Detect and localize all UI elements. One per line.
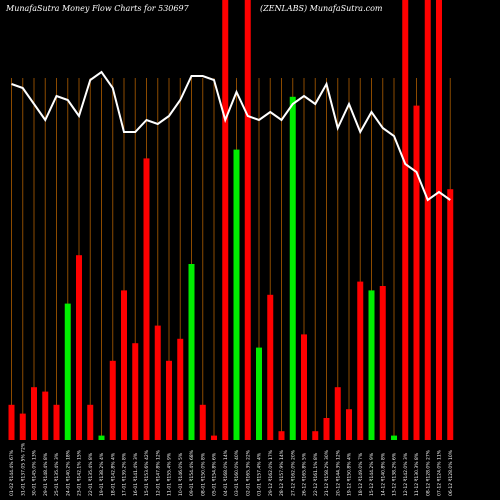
bar-19 [211,435,217,440]
x-tick-label: 28-12 ₹157.9% 14% [279,449,285,496]
x-tick-label: 31-01 ₹137.05 5% 72% [20,442,26,496]
bar-11 [121,290,127,440]
x-tick-label: 04-01 ₹168.0% 14% [223,449,229,496]
x-tick-label: 27-12 ₹162.0% 20% [290,449,296,496]
x-tick-label: 13-12 ₹138.2% 6% [392,452,398,496]
bar-33 [368,290,375,440]
bars [8,0,454,441]
x-tick-label: 08-12 ₹128.0% 27% [425,449,431,496]
x-tick-label: 15-12 ₹144.2% 9% [369,452,375,496]
x-tick-label: 29-12 ₹162.0% 17% [268,449,274,496]
bar-26 [289,96,296,441]
x-tick-label: 17-01 ₹139.2% 8% [122,452,128,496]
x-tick-label: 22-01 ₹135.4% 8% [88,452,94,496]
x-tick-label: 02-01 ₹165.3% 22% [245,449,251,496]
x-tick-label: 03-01 ₹160.0% 40% [234,449,240,496]
chart-title-right: (ZENLABS) MunafaSutra.com [260,4,383,13]
bar-13 [143,158,150,440]
x-tick-label: 06-12 ₹128.0% 10% [448,449,454,496]
x-tick-label: 25-01 ₹135.4% 3% [54,452,60,496]
x-tick-label: 19-12 ₹150.8% 4% [347,452,353,496]
bar-3 [31,387,37,440]
bar-21 [233,149,240,440]
x-tick-label: 29-01 ₹148.4% 8% [43,452,49,496]
bar-28 [312,431,319,440]
bar-7 [76,255,82,440]
bar-24 [267,294,274,440]
bar-8 [87,404,94,440]
bar-16 [177,338,184,440]
x-tick-label: 10-01 ₹146.0% 5% [178,452,184,496]
bar-36 [402,0,409,440]
x-tick-label: 07-12 ₹124.0% 11% [437,449,443,496]
x-tick-label: 08-01 ₹150.0% 8% [200,452,206,496]
bar-6 [64,303,71,440]
x-tick-label: 16-01 ₹141.4% 3% [133,452,139,496]
x-tick-label: 26-12 ₹165.8% 5% [302,452,308,496]
x-tick-label: 14-12 ₹140.8% 8% [380,452,386,496]
bar-14 [154,325,161,440]
x-tick-label: 11-12 ₹130.3% 8% [414,452,420,496]
x-tick-label: 01-01 ₹157.4% 4% [257,452,263,496]
x-tick-label: 15-01 ₹153.6% 42% [144,449,150,496]
bar-27 [301,334,307,440]
bar-29 [323,418,330,440]
bar-2 [19,413,26,440]
x-tick-label: 05-01 ₹154.8% 6% [212,452,218,496]
bar-12 [132,343,139,440]
x-tick-label: 20-12 ₹144.3% 12% [335,449,341,496]
bar-9 [98,435,105,440]
bar-31 [346,409,352,440]
bar-5 [53,404,60,440]
x-tick-label: 18-12 ₹149.0% 7% [358,452,364,496]
bar-38 [424,0,431,440]
x-tick-label: 12-01 ₹147.8% 12% [155,449,161,496]
x-tick-label: 12-12 ₹142.0% 3% [403,452,409,496]
x-tick-label: 01-02 ₹144.4% 67% [9,449,15,496]
bar-1 [8,404,15,440]
x-tick-label: 09-01 ₹154.4% 68% [189,449,195,496]
bar-30 [334,387,341,440]
bar-20 [222,0,229,440]
bar-40 [447,189,454,440]
x-tick-labels: 01-02 ₹144.4% 67% 31-01 ₹137.05 5% 72% 30-… [9,442,454,496]
x-tick-label: 24-01 ₹140.2% 18% [65,449,71,496]
x-tick-label: 19-01 ₹138.2% 4% [99,452,105,496]
bar-4 [42,391,49,440]
x-tick-label: 11-01 ₹155.4% 9% [167,452,173,496]
bar-35 [391,435,397,440]
bar-23 [256,347,262,440]
x-tick-label: 21-12 ₹158.2% 30% [324,449,330,496]
bar-18 [199,404,206,440]
bar-37 [413,105,420,440]
bar-25 [278,431,285,440]
bar-34 [379,286,386,440]
x-tick-label: 22-12 ₹161.1% 8% [313,452,319,496]
bar-17 [188,264,195,440]
bar-32 [357,281,364,440]
bar-39 [436,0,442,440]
x-tick-label: 23-01 ₹142.1% 15% [77,449,83,496]
money-flow-line [11,70,451,202]
x-tick-label: 30-01 ₹145.0% 13% [32,449,38,496]
bar-15 [166,360,172,440]
chart-title-left: MunafaSutra Money Flow Charts for 530697 [5,4,190,13]
bar-10 [109,360,116,440]
bar-22 [244,0,251,440]
x-tick-label: 18-01 ₹142.8% 4% [110,452,116,496]
